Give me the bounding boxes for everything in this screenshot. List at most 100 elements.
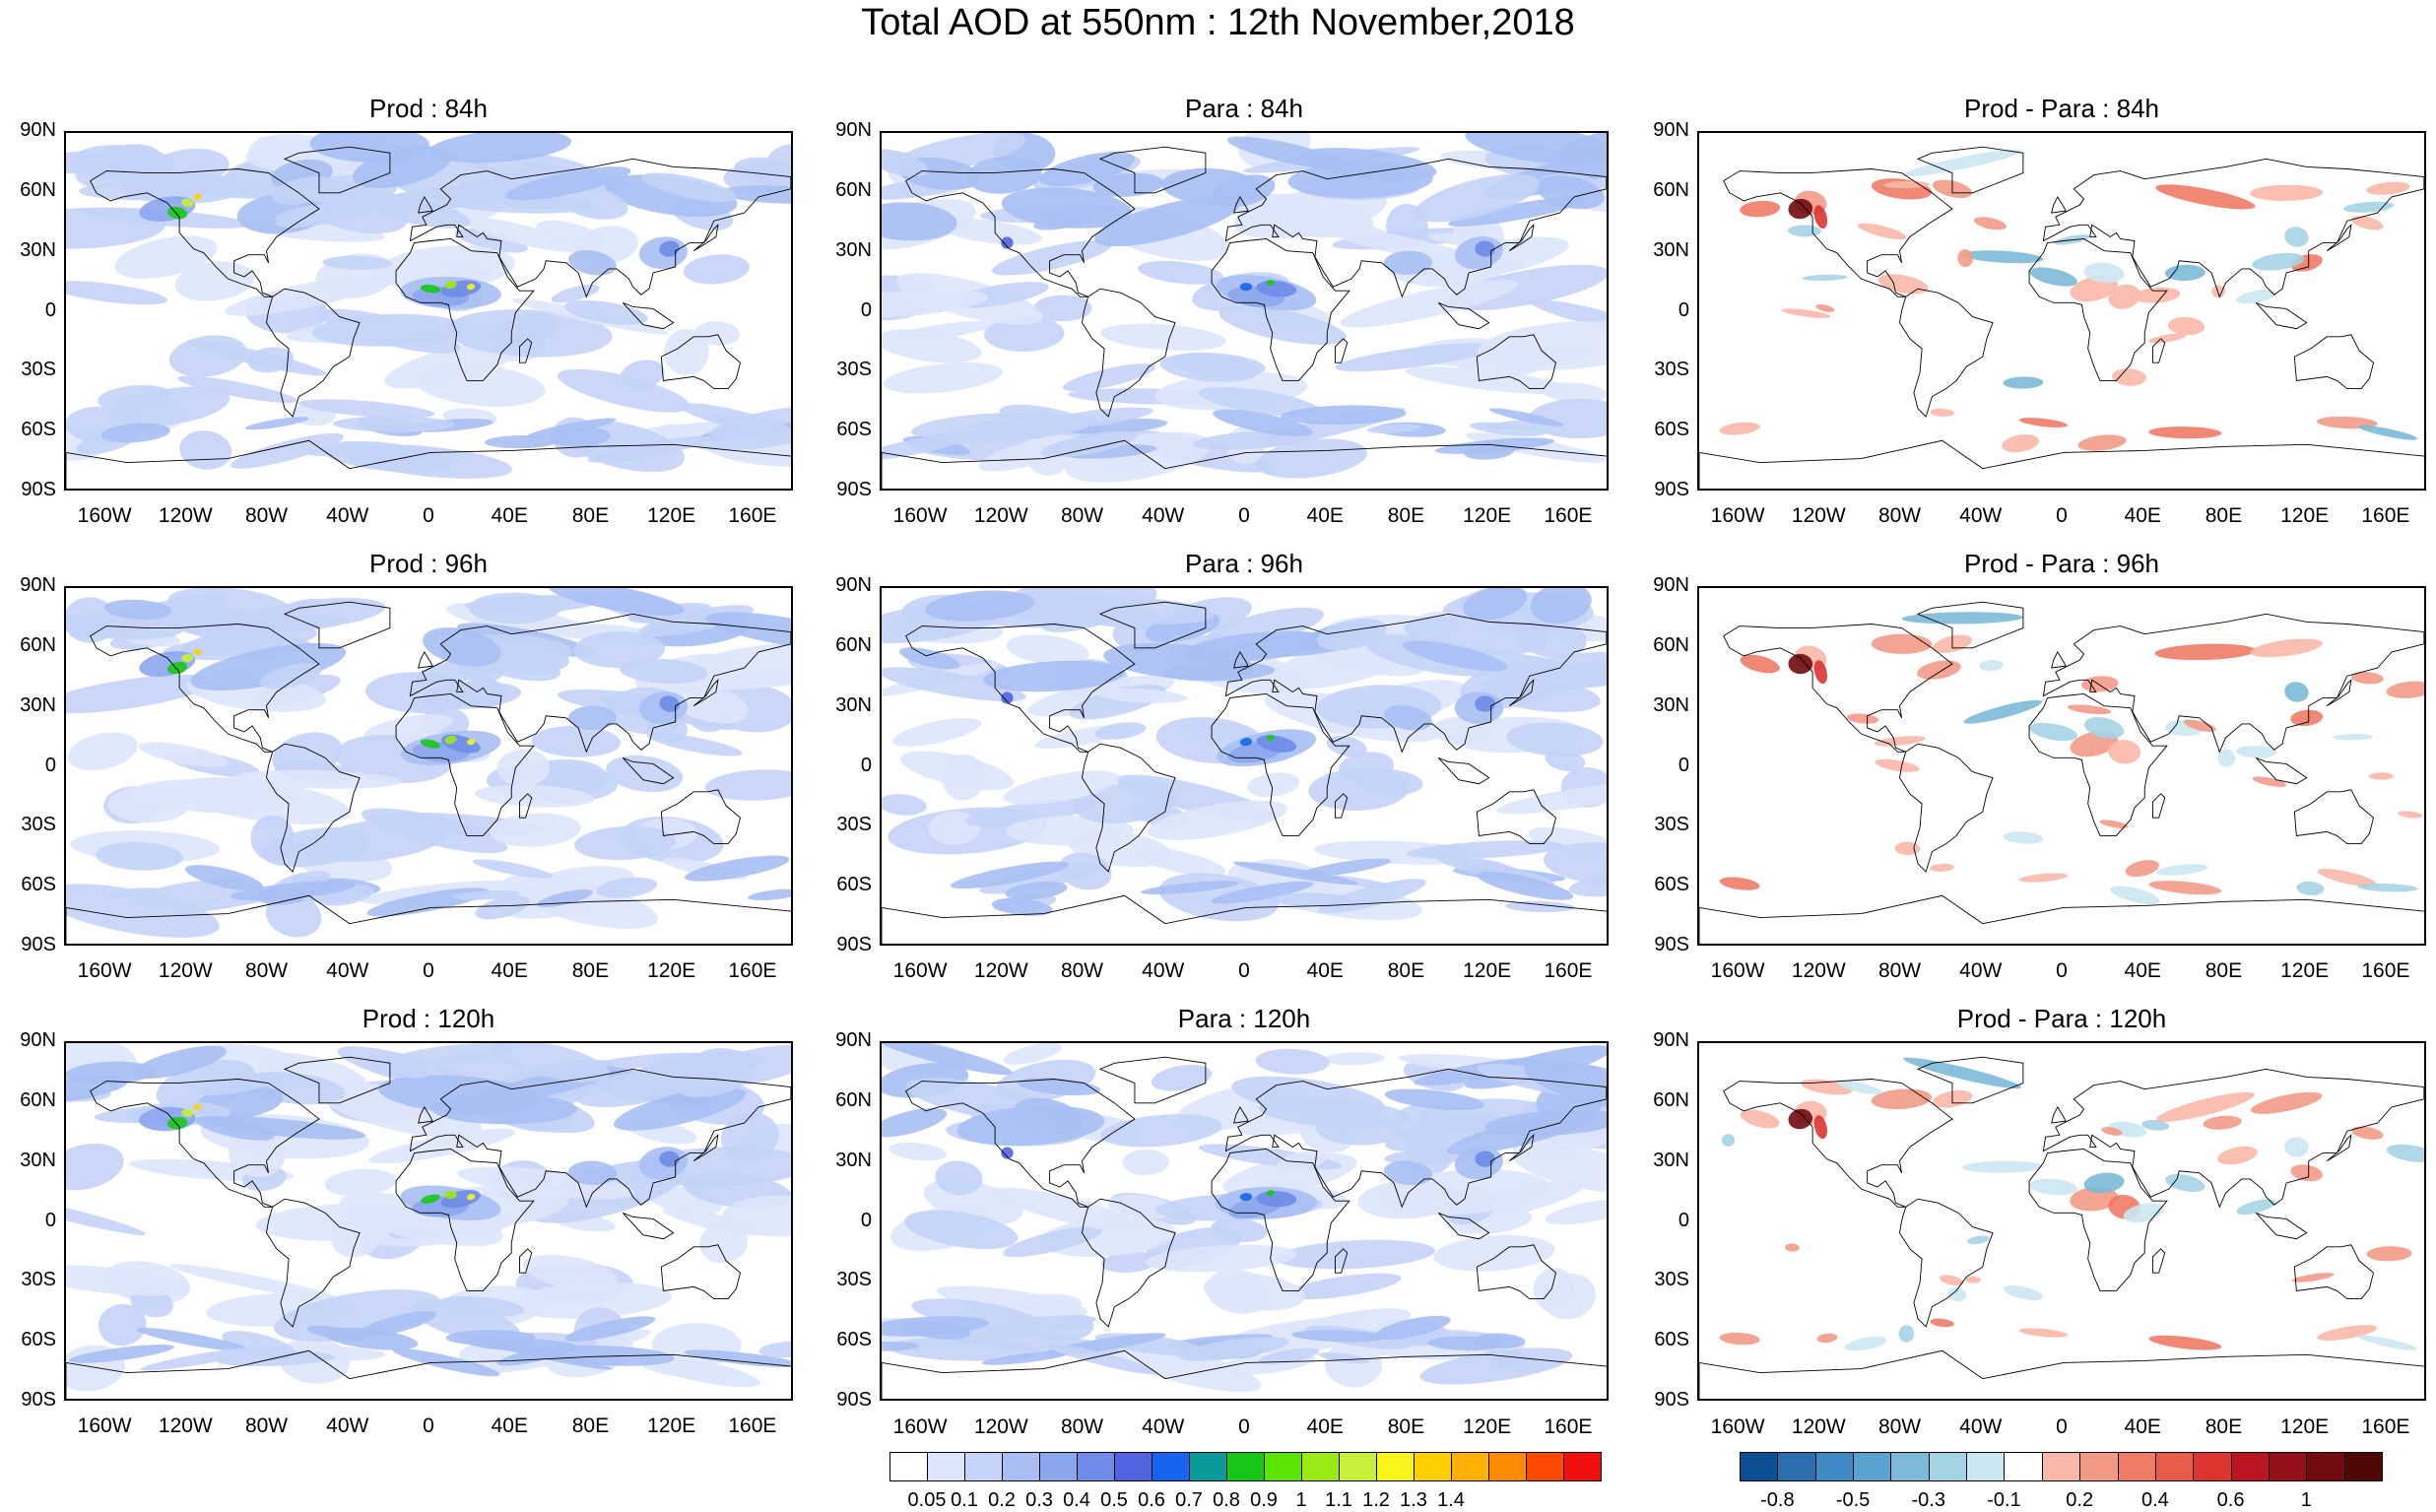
latitude-tick-label: 0 (44, 298, 56, 321)
colorbar-swatch (889, 1452, 928, 1481)
latitude-tick-label: 90N (20, 119, 56, 141)
longitude-tick-label: 0 (2056, 504, 2068, 527)
longitude-tick-label: 160E (2361, 1415, 2410, 1438)
colorbar-swatch (1152, 1452, 1190, 1481)
latitude-tick-label: 30S (21, 359, 56, 381)
latitude-tick-label: 90S (836, 1389, 872, 1411)
latitude-tick-label: 30S (836, 1269, 872, 1291)
longitude-tick-label: 80W (1060, 1415, 1104, 1438)
latitude-tick-label: 90N (835, 119, 872, 141)
colorbar-swatch (964, 1452, 1003, 1481)
colorbar-label: -0.1 (1987, 1489, 2021, 1511)
longitude-tick-label: 80W (1877, 504, 1922, 527)
colorbar-swatch (1077, 1452, 1115, 1481)
colorbar-swatch (2117, 1452, 2156, 1481)
colorbar-label: 1.4 (1437, 1489, 1465, 1511)
longitude-tick-label: 40E (491, 1414, 528, 1437)
colorbar-label: -0.8 (1760, 1489, 1795, 1511)
colorbar-swatch (1414, 1452, 1452, 1481)
longitude-tick-label: 40W (1959, 1415, 2003, 1438)
colorbar-swatch (1890, 1452, 1930, 1481)
longitude-tick-label: 80W (244, 504, 289, 527)
longitude-tick-label: 40W (1142, 959, 1185, 982)
panel-title: Prod - Para : 96h (1964, 549, 2159, 578)
longitude-tick-label: 0 (423, 959, 434, 982)
colorbar-swatch (1966, 1452, 2006, 1481)
colorbar-label: 0.2 (2066, 1489, 2094, 1511)
colorbar-label: 0.9 (1250, 1489, 1278, 1511)
latitude-tick-label: 90S (21, 1389, 56, 1411)
colorbar-swatch (927, 1452, 965, 1481)
latitude-tick-label: 0 (1678, 1209, 1689, 1231)
latitude-tick-label: 60N (20, 1088, 56, 1111)
longitude-tick-label: 40W (1959, 504, 2003, 527)
map-panel: Prod : 120h 90N 60N 30N 0 30S 60S 90S 160W 120W 80… (20, 1004, 793, 1437)
longitude-tick-label: 160E (2361, 959, 2410, 982)
world-map (1699, 133, 2424, 489)
latitude-tick-label: 0 (860, 298, 872, 321)
longitude-tick-label: 0 (2056, 959, 2068, 982)
colorbar-label: 1.1 (1325, 1489, 1352, 1511)
latitude-tick-label: 60N (20, 633, 56, 656)
map-plot-area (880, 1041, 1609, 1401)
colorbar-swatch (2268, 1452, 2308, 1481)
panel-title: Prod - Para : 84h (1964, 94, 2159, 123)
longitude-tick-label: 0 (423, 1414, 434, 1437)
colorbar-label: -0.3 (1911, 1489, 1945, 1511)
latitude-tick-label: 30S (836, 814, 872, 836)
colorbar-swatch (2193, 1452, 2232, 1481)
longitude-tick-label: 120W (158, 959, 213, 982)
latitude-tick-label: 60S (21, 874, 56, 896)
colorbar-swatch (1301, 1452, 1340, 1481)
map-panel: Prod : 96h 90N 60N 30N 0 30S 60S 90S 160W 120W 80W… (20, 549, 793, 982)
longitude-tick-label: 80E (2205, 959, 2243, 982)
colorbar-swatch (2154, 1452, 2195, 1481)
latitude-tick-label: 30N (20, 238, 56, 261)
colorbar-label: 1 (1295, 1489, 1307, 1511)
colorbar-swatch (1488, 1452, 1527, 1481)
longitude-tick-label: 40E (1306, 959, 1344, 982)
latitude-tick-label: 30S (1654, 814, 1689, 836)
colorbar-swatch (1777, 1452, 1816, 1481)
map-plot-area (1697, 586, 2426, 946)
longitude-tick-label: 120E (2280, 959, 2330, 982)
latitude-tick-label: 60S (21, 1329, 56, 1351)
latitude-tick-label: 90N (1653, 574, 1689, 596)
world-map (1699, 588, 2424, 944)
longitude-tick-label: 80W (244, 1414, 289, 1437)
main-title: Total AOD at 550nm : 12th November,2018 (861, 2, 1575, 43)
latitude-tick-label: 0 (860, 1209, 872, 1231)
latitude-tick-label: 30S (836, 359, 872, 381)
latitude-tick-label: 60S (836, 419, 872, 441)
longitude-tick-label: 40E (1306, 1415, 1344, 1438)
panel-title: Prod : 96h (369, 549, 488, 578)
longitude-tick-label: 120W (973, 504, 1028, 527)
colorbar-label: 0.3 (1025, 1489, 1053, 1511)
latitude-tick-label: 0 (44, 754, 56, 776)
colorbar-swatch (1563, 1452, 1602, 1481)
latitude-tick-label: 30N (835, 693, 872, 716)
latitude-tick-label: 0 (1678, 298, 1689, 321)
longitude-tick-label: 120E (1463, 1415, 1512, 1438)
world-map (66, 588, 791, 944)
longitude-tick-label: 40W (1959, 959, 2003, 982)
longitude-tick-label: 0 (1238, 1415, 1250, 1438)
map-plot-area (880, 131, 1609, 491)
longitude-tick-label: 120W (973, 959, 1028, 982)
map-panel: Para : 84h 90N 60N 30N 0 30S 60S 90S 160W 120W 80W… (835, 94, 1609, 527)
latitude-tick-label: 60S (1654, 1329, 1689, 1351)
colorbar-swatch (2004, 1452, 2043, 1481)
longitude-tick-label: 160W (892, 1415, 948, 1438)
colorbar-label: 0.5 (1100, 1489, 1128, 1511)
latitude-tick-label: 90N (20, 574, 56, 596)
latitude-tick-label: 30N (20, 693, 56, 716)
longitude-tick-label: 0 (1238, 959, 1250, 982)
colorbar-swatch (2079, 1452, 2119, 1481)
longitude-tick-label: 40E (2124, 1415, 2161, 1438)
colorbar-swatch (2041, 1452, 2081, 1481)
longitude-tick-label: 160W (1710, 504, 1765, 527)
colorbar-swatch (2306, 1452, 2345, 1481)
longitude-tick-label: 120E (1463, 959, 1512, 982)
map-panel: Prod : 84h 90N 60N 30N 0 30S 60S 90S 160W 120W 80W… (20, 94, 793, 527)
colorbar-label: 1.3 (1400, 1489, 1427, 1511)
